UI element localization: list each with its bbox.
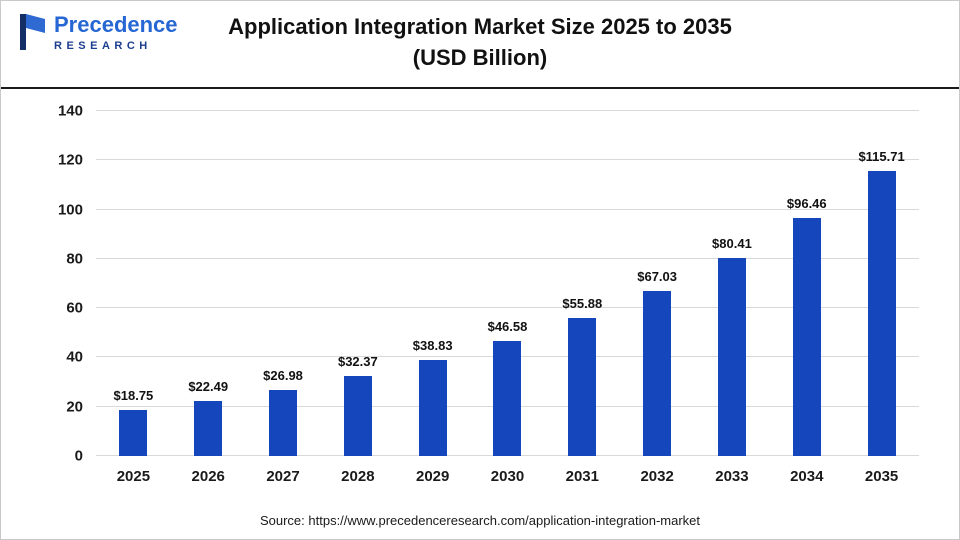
bar-value-label-2025: $18.75 xyxy=(113,387,154,403)
gridline-y-140 xyxy=(96,110,919,111)
bar-value-label-2029: $38.83 xyxy=(412,338,453,354)
bar-value-label-2035: $115.71 xyxy=(858,148,905,164)
bar-value-label-2033: $80.41 xyxy=(712,235,752,251)
bar-value-label-2026: $22.49 xyxy=(188,378,229,394)
bar-group-2031: $55.88 2031 xyxy=(545,111,620,485)
plot-area: 0 20 40 60 80 100 120 140 $18.75 2025 $22.49 2026 $2… xyxy=(58,103,919,485)
bar-group-2025: $18.75 2025 xyxy=(96,111,171,485)
gridline-y-60 xyxy=(96,307,919,309)
x-axis-label-2029: 2029 xyxy=(415,468,450,485)
bar-2027 xyxy=(269,389,298,456)
x-axis-label-2027: 2027 xyxy=(266,468,300,485)
bar-group-2029: $38.83 2029 xyxy=(395,111,470,485)
y-axis-tick-60: 60 xyxy=(66,299,83,317)
bar-value-label-2032: $67.03 xyxy=(637,268,677,284)
bar-group-2033: $80.41 2033 xyxy=(695,111,770,485)
y-axis-tick-100: 100 xyxy=(57,201,83,219)
logo-icon xyxy=(20,14,45,50)
x-axis-label-2034: 2034 xyxy=(790,468,824,485)
x-axis-label-2032: 2032 xyxy=(640,468,674,485)
bar-group-2035: $115.71 2035 xyxy=(844,111,919,485)
gridline-y-100 xyxy=(96,208,919,210)
x-axis-label-2025: 2025 xyxy=(116,468,151,485)
y-axis-tick-0: 0 xyxy=(74,447,83,465)
header: Precedence RESEARCH Application Integrat… xyxy=(1,1,959,89)
bar-2025 xyxy=(119,409,148,456)
bar-group-2027: $26.98 2027 xyxy=(246,111,321,485)
bar-2033 xyxy=(717,257,746,456)
y-axis-tick-40: 40 xyxy=(66,348,83,366)
logo-subtitle: RESEARCH xyxy=(54,40,152,52)
bar-2030 xyxy=(493,341,522,456)
chart-title: Application Integration Market Size 2025… xyxy=(1,1,959,73)
bar-group-2028: $32.37 2028 xyxy=(320,111,395,485)
x-axis-label-2031: 2031 xyxy=(565,468,599,485)
y-axis-tick-140: 140 xyxy=(57,102,83,120)
logo-text: Precedence RESEARCH xyxy=(54,12,178,53)
bar-value-label-2031: $55.88 xyxy=(562,296,603,312)
bar-group-2034: $96.46 2034 xyxy=(769,111,844,485)
chart-main: 0 20 40 60 80 100 120 140 $18.75 2025 $22.49 2026 $2… xyxy=(1,103,959,528)
precedence-research-logo: Precedence RESEARCH xyxy=(17,13,178,52)
chart-title-line1: Application Integration Market Size 2025… xyxy=(228,14,732,39)
x-axis-label-2030: 2030 xyxy=(490,468,525,485)
y-axis-tick-80: 80 xyxy=(66,250,83,268)
y-axis-tick-120: 120 xyxy=(57,151,83,169)
chart-title-line2: (USD Billion) xyxy=(412,45,548,70)
bar-2032 xyxy=(643,290,672,456)
logo-wordmark: Precedence xyxy=(54,12,178,37)
x-axis-label-2028: 2028 xyxy=(341,468,375,485)
x-axis-label-2026: 2026 xyxy=(191,468,225,485)
bar-value-label-2027: $26.98 xyxy=(263,367,303,383)
bar-group-2032: $67.03 2032 xyxy=(620,111,695,485)
bar-group-2030: $46.58 2030 xyxy=(470,111,545,485)
bar-2031 xyxy=(568,318,597,456)
bar-group-2026: $22.49 2026 xyxy=(171,111,246,485)
bar-chart: 0 20 40 60 80 100 120 140 $18.75 2025 $22.49 2026 $2… xyxy=(1,103,959,495)
bar-value-label-2034: $96.46 xyxy=(786,196,827,212)
bar-value-label-2030: $46.58 xyxy=(487,319,528,335)
gridline-y-80 xyxy=(96,257,919,259)
bar-2035 xyxy=(867,170,896,456)
gridline-y-120 xyxy=(96,159,919,161)
source-text: Source: https://www.precedenceresearch.c… xyxy=(259,513,701,528)
x-axis-label-2035: 2035 xyxy=(864,468,899,485)
y-axis-tick-20: 20 xyxy=(66,398,83,416)
source-note: Source: https://www.precedenceresearch.c… xyxy=(1,513,959,528)
x-axis-label-2033: 2033 xyxy=(715,468,749,485)
bar-2029 xyxy=(418,360,447,456)
bar-2026 xyxy=(194,400,223,456)
bar-2028 xyxy=(343,376,372,456)
bar-value-label-2028: $32.37 xyxy=(337,354,378,370)
bar-2034 xyxy=(792,218,821,456)
